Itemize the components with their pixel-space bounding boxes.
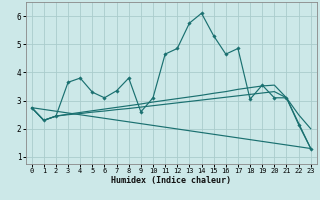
X-axis label: Humidex (Indice chaleur): Humidex (Indice chaleur) <box>111 176 231 185</box>
